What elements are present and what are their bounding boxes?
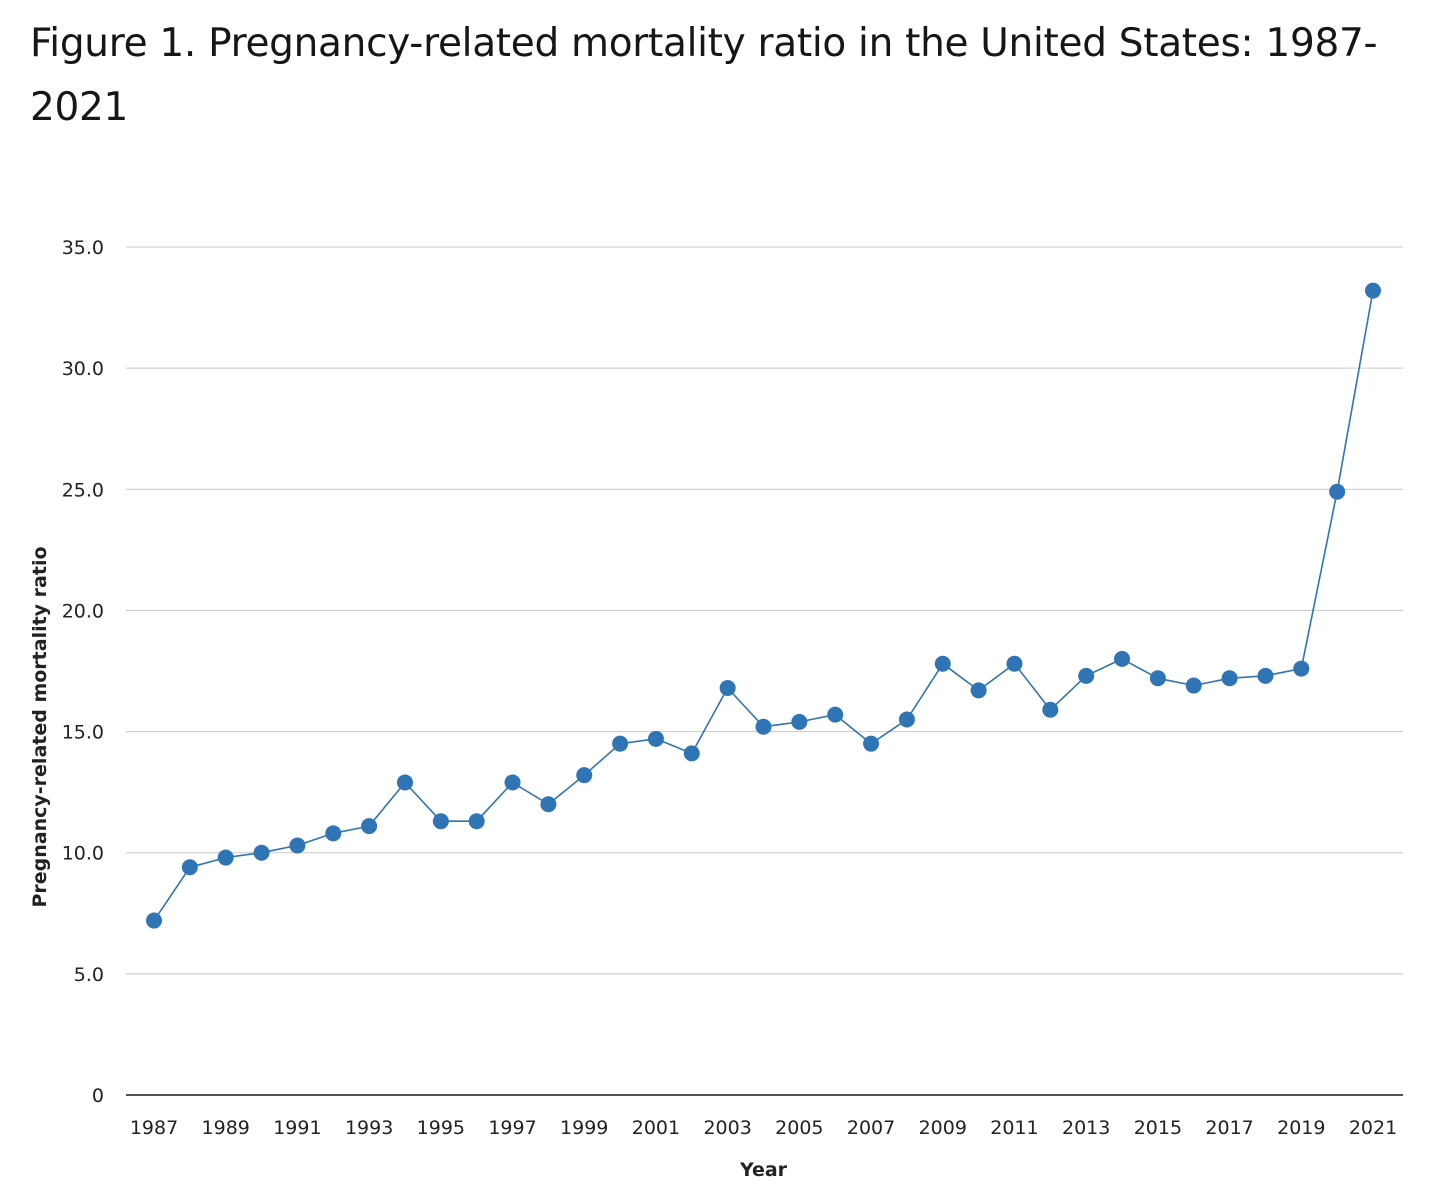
data-point — [1221, 670, 1238, 687]
data-point — [504, 774, 521, 791]
series-mortality-ratio — [146, 282, 1381, 929]
data-point — [719, 679, 736, 696]
x-tick-label: 2011 — [990, 1117, 1038, 1139]
data-point — [827, 706, 844, 723]
x-tick-label: 2015 — [1134, 1117, 1182, 1139]
data-point — [755, 718, 772, 735]
page-title: Figure 1. Pregnancy-related mortality ra… — [30, 21, 1378, 130]
data-point — [1257, 667, 1274, 684]
y-tick-label: 0 — [92, 1085, 104, 1107]
data-point — [1149, 670, 1166, 687]
x-tick-label: 2017 — [1205, 1117, 1253, 1139]
x-tick-label: 1987 — [130, 1117, 178, 1139]
x-tick-label: 1995 — [417, 1117, 465, 1139]
x-tick-label: 2013 — [1062, 1117, 1110, 1139]
data-point — [1329, 483, 1346, 500]
data-point — [934, 655, 951, 672]
y-tick-label: 25.0 — [62, 479, 104, 501]
y-tick-label: 35.0 — [62, 237, 104, 259]
x-tick-label: 1993 — [345, 1117, 393, 1139]
data-point — [289, 837, 306, 854]
data-point — [217, 849, 234, 866]
gridlines — [126, 246, 1403, 1096]
x-tick-label: 2003 — [703, 1117, 751, 1139]
x-axis-title: Year — [739, 1159, 788, 1181]
x-tick-label: 2005 — [775, 1117, 823, 1139]
y-tick-label: 15.0 — [62, 722, 104, 744]
x-tick-label: 1997 — [488, 1117, 536, 1139]
x-tick-label: 2021 — [1349, 1117, 1397, 1139]
data-point — [361, 818, 378, 835]
y-axis-ticks: 0 5.0 10.0 15.0 20.0 25.0 30.0 35.0 — [62, 237, 104, 1107]
data-point — [1114, 650, 1131, 667]
x-tick-label: 2001 — [632, 1117, 680, 1139]
data-point — [683, 745, 700, 762]
data-point — [1185, 677, 1202, 694]
data-point — [1078, 667, 1095, 684]
data-point — [146, 912, 162, 929]
x-tick-label: 2019 — [1277, 1117, 1325, 1139]
data-point — [540, 796, 557, 813]
series-line — [153, 290, 1374, 922]
data-point — [432, 813, 449, 830]
x-tick-label: 1989 — [202, 1117, 250, 1139]
data-point — [612, 735, 629, 752]
data-point — [468, 813, 485, 830]
x-tick-label: 1999 — [560, 1117, 608, 1139]
data-point — [898, 711, 915, 728]
x-tick-label: 1991 — [273, 1117, 321, 1139]
data-point — [1293, 660, 1310, 677]
data-point — [181, 859, 198, 876]
y-tick-label: 30.0 — [62, 358, 104, 380]
data-point — [1365, 282, 1381, 299]
data-point — [647, 730, 664, 747]
x-tick-label: 2007 — [847, 1117, 895, 1139]
data-point — [863, 735, 880, 752]
data-point — [970, 682, 987, 699]
data-point — [396, 774, 413, 791]
data-point — [1006, 655, 1023, 672]
y-tick-label: 20.0 — [62, 600, 104, 622]
data-point — [791, 713, 808, 730]
x-tick-label: 2009 — [919, 1117, 967, 1139]
y-axis-title: Pregnancy-related mortality ratio — [29, 546, 51, 907]
data-point — [576, 767, 593, 784]
data-point — [253, 844, 270, 861]
y-tick-label: 5.0 — [74, 964, 104, 986]
x-axis-ticks: 1987 1989 1991 1993 1995 1997 1999 2001 2003 2005… — [130, 1117, 1397, 1139]
y-tick-label: 10.0 — [62, 843, 104, 865]
data-point — [1042, 701, 1059, 718]
data-point — [325, 825, 342, 842]
